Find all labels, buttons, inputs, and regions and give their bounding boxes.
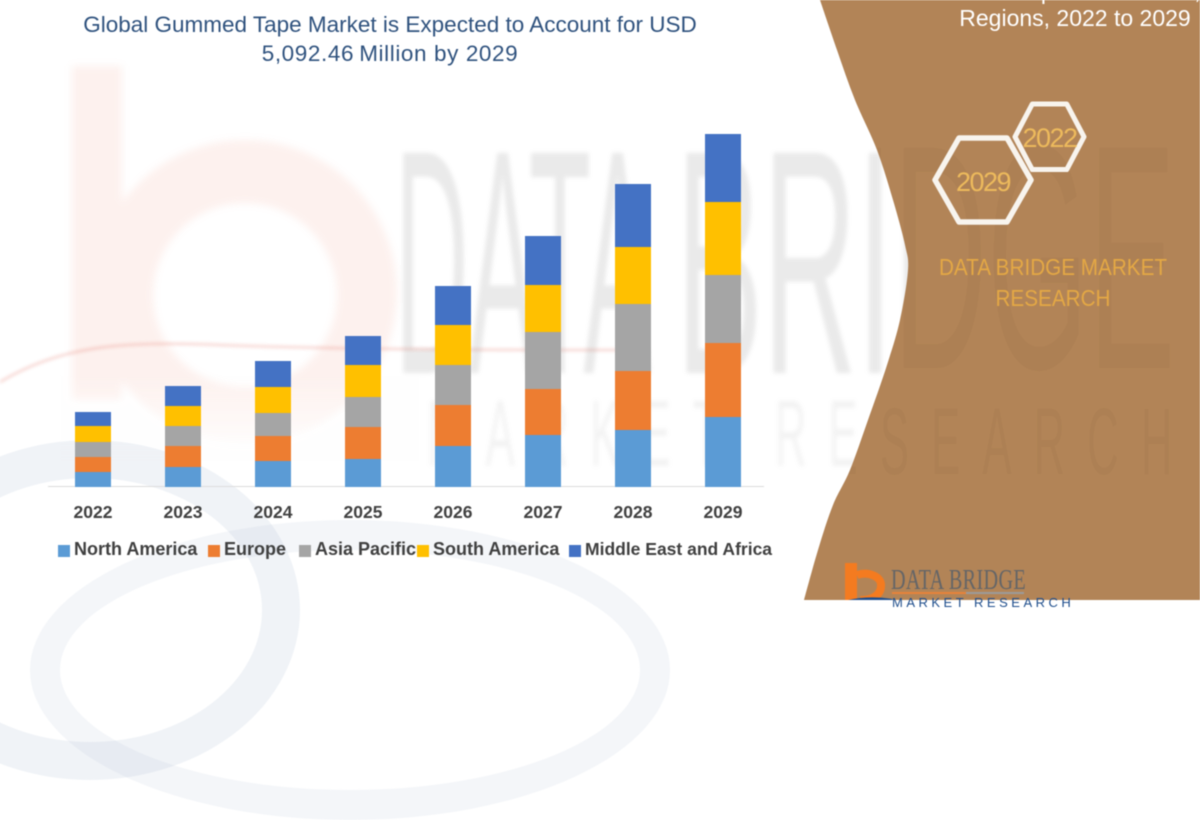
svg-text:DATA: DATA bbox=[395, 80, 651, 437]
